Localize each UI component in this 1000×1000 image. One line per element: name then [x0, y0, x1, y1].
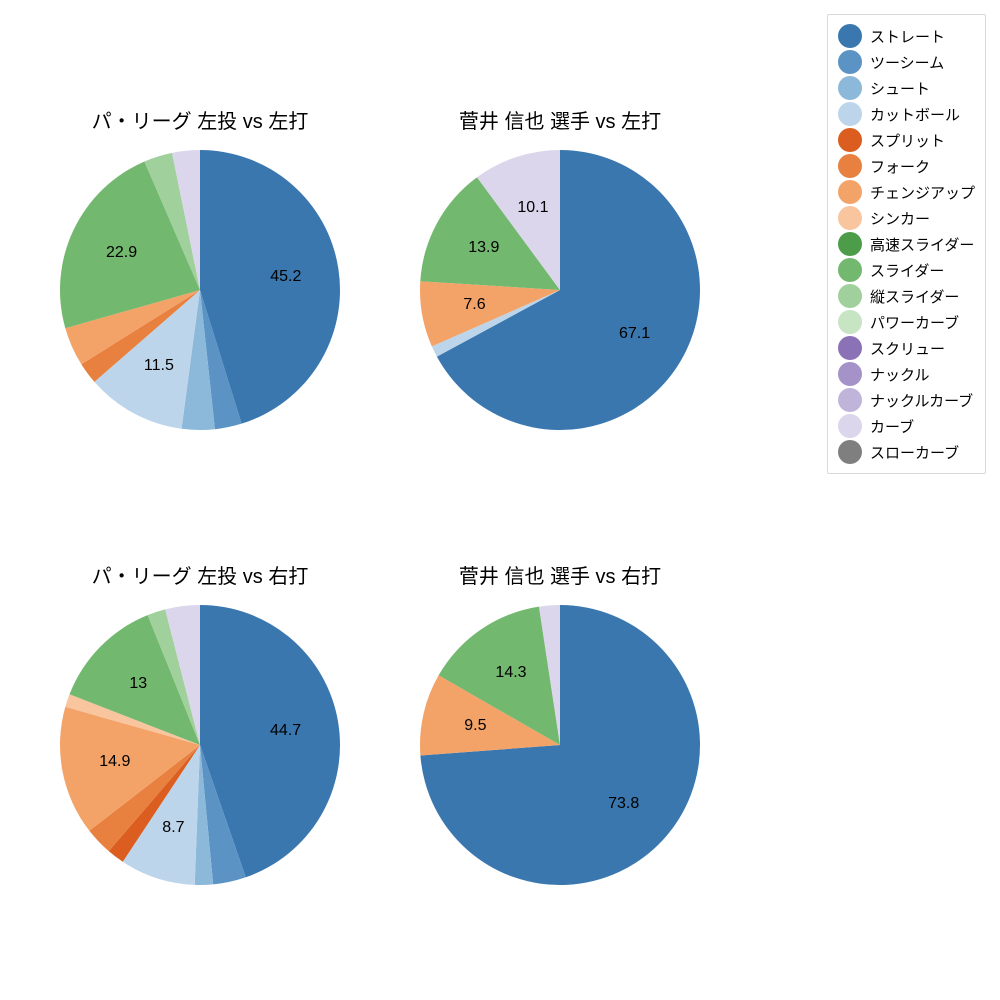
legend-item: ナックル [838, 361, 975, 387]
pie-slice-label: 44.7 [270, 722, 301, 740]
pie-chart [418, 603, 702, 887]
legend-item: パワーカーブ [838, 309, 975, 335]
pie-chart [58, 148, 342, 432]
pie-chart [58, 603, 342, 887]
pie-chart [418, 148, 702, 432]
chart-title: 菅井 信也 選手 vs 右打 [459, 560, 661, 589]
legend-swatch [838, 180, 862, 204]
chart-title: パ・リーグ 左投 vs 左打 [92, 105, 309, 134]
legend-item: カーブ [838, 413, 975, 439]
pie-slice-label: 73.8 [608, 795, 639, 813]
legend-label: ナックル [870, 364, 930, 385]
legend: ストレートツーシームシュートカットボールスプリットフォークチェンジアップシンカー… [827, 14, 986, 474]
legend-label: ナックルカーブ [870, 390, 973, 411]
pie-slice-label: 14.3 [495, 664, 526, 682]
legend-item: チェンジアップ [838, 179, 975, 205]
legend-label: シュート [870, 78, 930, 99]
legend-item: シンカー [838, 205, 975, 231]
legend-item: 縦スライダー [838, 283, 975, 309]
legend-swatch [838, 336, 862, 360]
legend-label: カットボール [870, 104, 960, 125]
legend-swatch [838, 154, 862, 178]
pie-slice-label: 67.1 [619, 325, 650, 343]
legend-label: 高速スライダー [870, 234, 974, 255]
legend-label: スライダー [870, 260, 944, 281]
legend-swatch [838, 440, 862, 464]
legend-swatch [838, 388, 862, 412]
pie-slice-label: 10.1 [517, 199, 548, 217]
legend-swatch [838, 232, 862, 256]
pie-slice-label: 11.5 [144, 357, 174, 375]
pie-slice-label: 7.6 [463, 296, 485, 314]
chart-title: パ・リーグ 左投 vs 右打 [92, 560, 309, 589]
legend-item: ストレート [838, 23, 975, 49]
legend-label: スクリュー [870, 338, 945, 359]
pie-slice-label: 8.7 [162, 819, 184, 837]
legend-swatch [838, 258, 862, 282]
pie-slice-label: 14.9 [99, 753, 130, 771]
pie-slice-label: 45.2 [270, 268, 301, 286]
legend-swatch [838, 284, 862, 308]
legend-label: スローカーブ [870, 442, 959, 463]
legend-item: シュート [838, 75, 975, 101]
chart-title: 菅井 信也 選手 vs 左打 [459, 105, 661, 134]
legend-label: パワーカーブ [870, 312, 959, 333]
legend-swatch [838, 310, 862, 334]
legend-swatch [838, 24, 862, 48]
pie-slice-label: 22.9 [106, 244, 137, 262]
legend-label: ツーシーム [870, 52, 944, 73]
legend-swatch [838, 50, 862, 74]
legend-item: ツーシーム [838, 49, 975, 75]
legend-swatch [838, 102, 862, 126]
legend-label: シンカー [870, 208, 930, 229]
legend-label: チェンジアップ [870, 182, 975, 203]
legend-label: フォーク [870, 156, 930, 177]
legend-item: 高速スライダー [838, 231, 975, 257]
legend-item: スライダー [838, 257, 975, 283]
legend-label: ストレート [870, 26, 945, 47]
legend-swatch [838, 128, 862, 152]
legend-label: スプリット [870, 130, 945, 151]
legend-item: ナックルカーブ [838, 387, 975, 413]
legend-item: フォーク [838, 153, 975, 179]
legend-swatch [838, 76, 862, 100]
legend-label: 縦スライダー [870, 286, 959, 307]
legend-label: カーブ [870, 416, 914, 437]
legend-item: スプリット [838, 127, 975, 153]
legend-item: カットボール [838, 101, 975, 127]
legend-item: スローカーブ [838, 439, 975, 465]
legend-swatch [838, 414, 862, 438]
legend-swatch [838, 362, 862, 386]
pie-slice-label: 13 [129, 675, 147, 693]
legend-item: スクリュー [838, 335, 975, 361]
legend-swatch [838, 206, 862, 230]
pie-slice-label: 13.9 [468, 239, 499, 257]
pie-slice-label: 9.5 [464, 717, 486, 735]
